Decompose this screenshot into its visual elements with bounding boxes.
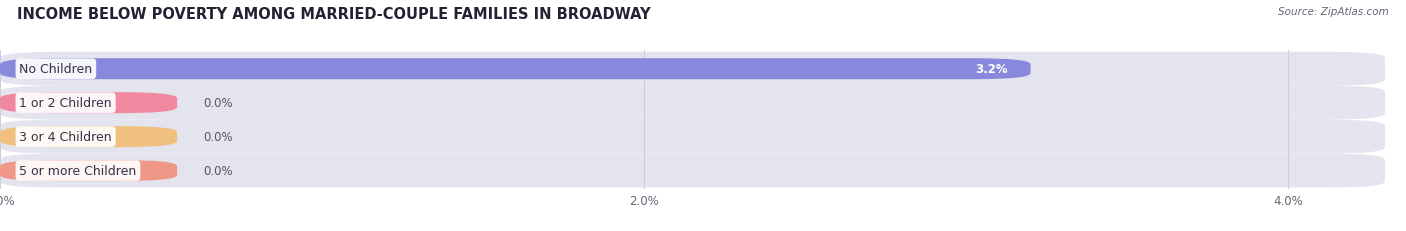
Text: INCOME BELOW POVERTY AMONG MARRIED-COUPLE FAMILIES IN BROADWAY: INCOME BELOW POVERTY AMONG MARRIED-COUPL… (17, 7, 651, 22)
FancyBboxPatch shape (0, 160, 177, 181)
Text: 0.0%: 0.0% (202, 131, 232, 143)
Text: 1 or 2 Children: 1 or 2 Children (20, 97, 112, 110)
FancyBboxPatch shape (0, 59, 1031, 80)
Text: 5 or more Children: 5 or more Children (20, 164, 136, 177)
FancyBboxPatch shape (0, 154, 1385, 188)
Text: 0.0%: 0.0% (202, 164, 232, 177)
FancyBboxPatch shape (0, 52, 1385, 86)
FancyBboxPatch shape (0, 93, 177, 114)
FancyBboxPatch shape (0, 86, 1385, 120)
Text: Source: ZipAtlas.com: Source: ZipAtlas.com (1278, 7, 1389, 17)
Text: 3 or 4 Children: 3 or 4 Children (20, 131, 112, 143)
Text: 0.0%: 0.0% (202, 97, 232, 110)
Text: No Children: No Children (20, 63, 93, 76)
FancyBboxPatch shape (0, 120, 1385, 154)
Text: 3.2%: 3.2% (976, 63, 1008, 76)
FancyBboxPatch shape (0, 127, 177, 148)
